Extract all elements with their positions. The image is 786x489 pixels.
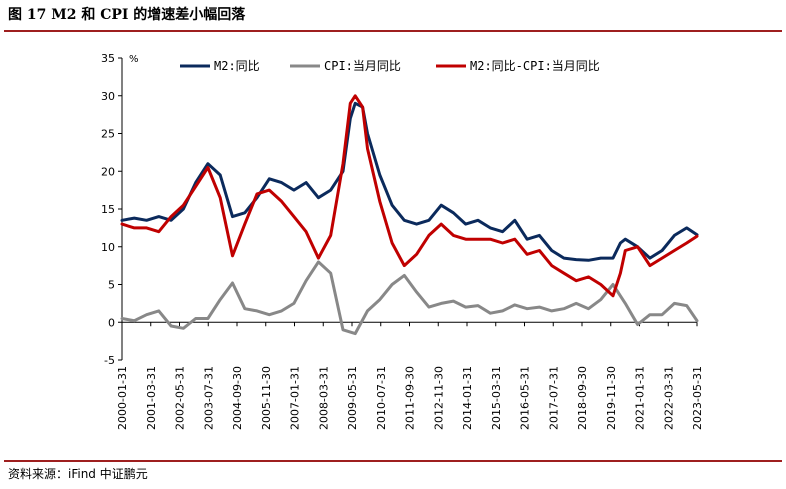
y-tick-label: 5 bbox=[108, 279, 115, 292]
x-tick-label: 2002-05-31 bbox=[174, 366, 187, 430]
x-tick-label: 2012-11-30 bbox=[432, 366, 445, 430]
x-tick-label: 2019-11-30 bbox=[605, 366, 618, 430]
x-tick-label: 2005-11-30 bbox=[260, 366, 273, 430]
top-rule bbox=[4, 30, 782, 32]
x-tick-label: 2003-07-31 bbox=[202, 366, 215, 430]
legend-label-0: M2:同比 bbox=[214, 59, 260, 73]
x-tick-label: 2001-03-31 bbox=[145, 366, 158, 430]
line-chart: -5 0 5 10 15 20 25 30 35 % 2000-01-31 2001-03-31 200… bbox=[101, 52, 704, 430]
x-tick-label: 2021-01-31 bbox=[634, 366, 647, 430]
figure-title: 图 17 M2 和 CPI 的增速差小幅回落 bbox=[8, 7, 246, 23]
chart-legend: M2:同比 CPI:当月同比 M2:同比-CPI:当月同比 bbox=[180, 59, 600, 73]
y-tick-label: -5 bbox=[104, 354, 115, 367]
x-tick-label: 2008-03-31 bbox=[317, 366, 330, 430]
y-tick-label: 0 bbox=[108, 316, 115, 329]
y-tick-label: 30 bbox=[101, 90, 115, 103]
y-axis-unit: % bbox=[129, 54, 139, 65]
x-tick-label: 2009-05-31 bbox=[346, 366, 359, 430]
bottom-rule bbox=[4, 460, 782, 462]
x-tick-label: 2022-03-31 bbox=[662, 366, 675, 430]
x-tick-label: 2011-09-30 bbox=[404, 366, 417, 430]
x-tick-label: 2016-05-31 bbox=[519, 366, 532, 430]
x-tick-label: 2015-03-31 bbox=[490, 366, 503, 430]
y-tick-label: 25 bbox=[101, 128, 115, 141]
y-tick-label: 10 bbox=[101, 241, 115, 254]
x-tick-label: 2007-01-31 bbox=[289, 366, 302, 430]
x-tick-label: 2018-09-30 bbox=[576, 366, 589, 430]
x-tick-label: 2004-09-30 bbox=[231, 366, 244, 430]
y-tick-label: 35 bbox=[101, 52, 115, 65]
x-tick-label: 2017-07-31 bbox=[547, 366, 560, 430]
series-line-0 bbox=[120, 101, 699, 262]
legend-label-2: M2:同比-CPI:当月同比 bbox=[470, 59, 600, 73]
series-line-1 bbox=[120, 260, 699, 336]
chart-axes: -5 0 5 10 15 20 25 30 35 % 2000-01-31 2001-03-31 200… bbox=[101, 52, 704, 430]
source-note: 资料来源：iFind 中证鹏元 bbox=[8, 467, 148, 481]
x-tick-label: 2000-01-31 bbox=[116, 366, 129, 430]
legend-label-1: CPI:当月同比 bbox=[324, 59, 401, 73]
y-tick-label: 20 bbox=[101, 165, 115, 178]
y-tick-label: 15 bbox=[101, 203, 115, 216]
x-tick-label: 2023-05-31 bbox=[691, 366, 704, 430]
x-tick-label: 2010-07-31 bbox=[375, 366, 388, 430]
chart-series bbox=[120, 94, 699, 336]
series-line-2 bbox=[120, 94, 699, 298]
x-tick-label: 2014-01-31 bbox=[461, 366, 474, 430]
